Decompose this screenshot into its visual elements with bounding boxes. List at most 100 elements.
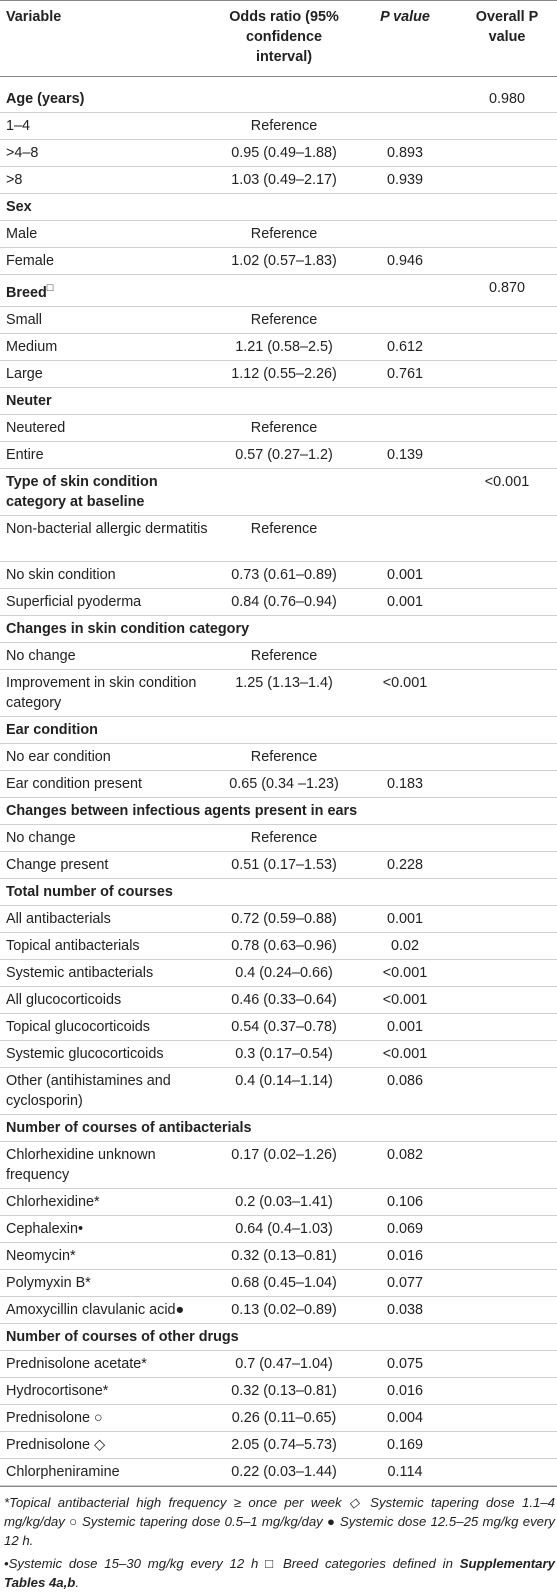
- odds-ratio-cell: 0.95 (0.49–1.88): [215, 139, 353, 167]
- overall-p-value-cell: [457, 414, 557, 442]
- overall-p-value-cell: [457, 1067, 557, 1115]
- variable-cell: Small: [0, 306, 215, 334]
- table-row: Neutered Reference: [0, 414, 557, 442]
- variable-text: Total number of courses: [6, 883, 173, 900]
- variable-text: Superficial pyoderma: [6, 593, 142, 610]
- variable-cell: Systemic glucocorticoids: [0, 1040, 215, 1068]
- variable-text: Systemic glucocorticoids: [6, 1045, 164, 1062]
- p-value-cell: <0.001: [353, 959, 457, 987]
- overall-p-value-cell: [457, 166, 557, 194]
- odds-ratio-cell: 1.25 (1.13–1.4): [215, 669, 353, 717]
- variable-cell: Ear condition present: [0, 770, 215, 798]
- section-label: Total number of courses: [0, 878, 215, 906]
- variable-text: Prednisolone acetate*: [6, 1355, 147, 1372]
- variable-cell: Hydrocortisone*: [0, 1377, 215, 1405]
- odds-ratio-cell: 0.3 (0.17–0.54): [215, 1040, 353, 1068]
- variable-text: Chlorpheniramine: [6, 1463, 120, 1480]
- variable-cell: Non-bacterial allergic dermatitis: [0, 515, 215, 562]
- section-row: Number of courses of other drugs: [0, 1323, 557, 1351]
- overall-p-value-cell: [457, 333, 557, 361]
- p-value-cell: 0.612: [353, 333, 457, 361]
- odds-ratio-cell: Reference: [215, 220, 353, 248]
- table-row: Amoxycillin clavulanic acid● 0.13 (0.02–0…: [0, 1296, 557, 1324]
- p-value-cell: 0.086: [353, 1067, 457, 1115]
- odds-ratio-cell: 0.4 (0.14–1.14): [215, 1067, 353, 1115]
- odds-ratio-cell: Reference: [215, 743, 353, 771]
- p-value-cell: <0.001: [353, 1040, 457, 1068]
- variable-text: Topical antibacterials: [6, 937, 140, 954]
- section-label: Changes between infectious agents presen…: [0, 797, 557, 825]
- p-value-cell: 0.075: [353, 1350, 457, 1378]
- variable-cell: >8: [0, 166, 215, 194]
- table-row: Chlorhexidine* 0.2 (0.03–1.41) 0.106: [0, 1188, 557, 1216]
- variable-text: No skin condition: [6, 566, 116, 583]
- variable-cell: No change: [0, 824, 215, 852]
- p-value-cell: 0.02: [353, 932, 457, 960]
- table-row: No ear condition Reference: [0, 743, 557, 771]
- variable-text: Male: [6, 226, 38, 242]
- odds-ratio-cell: 0.84 (0.76–0.94): [215, 588, 353, 616]
- variable-text: Female: [6, 253, 54, 269]
- variable-text: Systemic antibacterials: [6, 964, 154, 981]
- variable-text: Number of courses of antibacterials: [6, 1119, 252, 1136]
- variable-cell: Change present: [0, 851, 215, 879]
- variable-text: No change: [6, 647, 76, 664]
- variable-text: Prednisolone ◇: [6, 1436, 106, 1453]
- table-row: >4–8 0.95 (0.49–1.88) 0.893: [0, 139, 557, 167]
- variable-cell: All glucocorticoids: [0, 986, 215, 1014]
- table-row: Topical glucocorticoids 0.54 (0.37–0.78) 0…: [0, 1013, 557, 1041]
- overall-p-value-cell: [457, 905, 557, 933]
- table-row: Prednisolone ◇ 2.05 (0.74–5.73) 0.169: [0, 1431, 557, 1459]
- odds-ratio-cell: Reference: [215, 306, 353, 334]
- table-row: Ear condition present 0.65 (0.34 –1.23) 0.…: [0, 770, 557, 798]
- p-value-cell: [353, 414, 457, 442]
- p-value-cell: [353, 878, 457, 906]
- header-odds-ratio: Odds ratio (95% confidence interval): [215, 0, 353, 77]
- p-value-cell: 0.893: [353, 139, 457, 167]
- p-value-cell: 0.183: [353, 770, 457, 798]
- table-row: Entire 0.57 (0.27–1.2) 0.139: [0, 441, 557, 469]
- variable-cell: Entire: [0, 441, 215, 469]
- odds-ratio-cell: 0.32 (0.13–0.81): [215, 1242, 353, 1270]
- table-row: Chlorpheniramine 0.22 (0.03–1.44) 0.114: [0, 1458, 557, 1486]
- odds-ratio-cell: 1.03 (0.49–2.17): [215, 166, 353, 194]
- variable-cell: Polymyxin B*: [0, 1269, 215, 1297]
- overall-p-value-cell: <0.001: [457, 468, 557, 516]
- table-row: All glucocorticoids 0.46 (0.33–0.64) <0.00…: [0, 986, 557, 1014]
- section-label: Neuter: [0, 387, 215, 415]
- p-value-cell: [353, 387, 457, 415]
- odds-ratio-cell: 0.17 (0.02–1.26): [215, 1141, 353, 1189]
- overall-p-value-cell: [457, 743, 557, 771]
- odds-ratio-cell: 0.72 (0.59–0.88): [215, 905, 353, 933]
- odds-ratio-cell: [215, 274, 353, 307]
- table-footnotes: *Topical antibacterial high frequency ≥ …: [0, 1485, 557, 1592]
- variable-text: Medium: [6, 338, 58, 355]
- section-row: Changes in skin condition category: [0, 615, 557, 643]
- variable-cell: Male: [0, 220, 215, 248]
- table-row: Prednisolone acetate* 0.7 (0.47–1.04) 0.07…: [0, 1350, 557, 1378]
- odds-ratio-table: Variable Odds ratio (95% confidence inte…: [0, 0, 557, 1486]
- footnote-2: •Systemic dose 15–30 mg/kg every 12 h □ …: [4, 1555, 555, 1590]
- section-row: Neuter: [0, 387, 557, 415]
- table-row: Small Reference: [0, 306, 557, 334]
- odds-ratio-cell: 0.2 (0.03–1.41): [215, 1188, 353, 1216]
- overall-p-value-cell: [457, 561, 557, 589]
- variable-cell: Prednisolone ◇: [0, 1431, 215, 1459]
- p-value-cell: <0.001: [353, 669, 457, 717]
- variable-text: Ear condition: [6, 721, 98, 738]
- variable-cell: Large: [0, 360, 215, 388]
- header-overall-p-value: Overall P value: [457, 0, 557, 77]
- overall-p-value-cell: [457, 986, 557, 1014]
- variable-text: >4–8: [6, 145, 39, 161]
- breed-footnote-symbol: □: [46, 282, 54, 294]
- odds-ratio-cell: [215, 716, 353, 744]
- p-value-cell: 0.761: [353, 360, 457, 388]
- odds-ratio-cell: Reference: [215, 515, 353, 562]
- variable-cell: Other (antihistamines and cyclosporin): [0, 1067, 215, 1115]
- variable-text: Changes in skin condition category: [6, 620, 250, 637]
- p-value-cell: 0.114: [353, 1458, 457, 1486]
- overall-p-value-cell: [457, 139, 557, 167]
- p-value-cell: 0.004: [353, 1404, 457, 1432]
- section-row: Total number of courses: [0, 878, 557, 906]
